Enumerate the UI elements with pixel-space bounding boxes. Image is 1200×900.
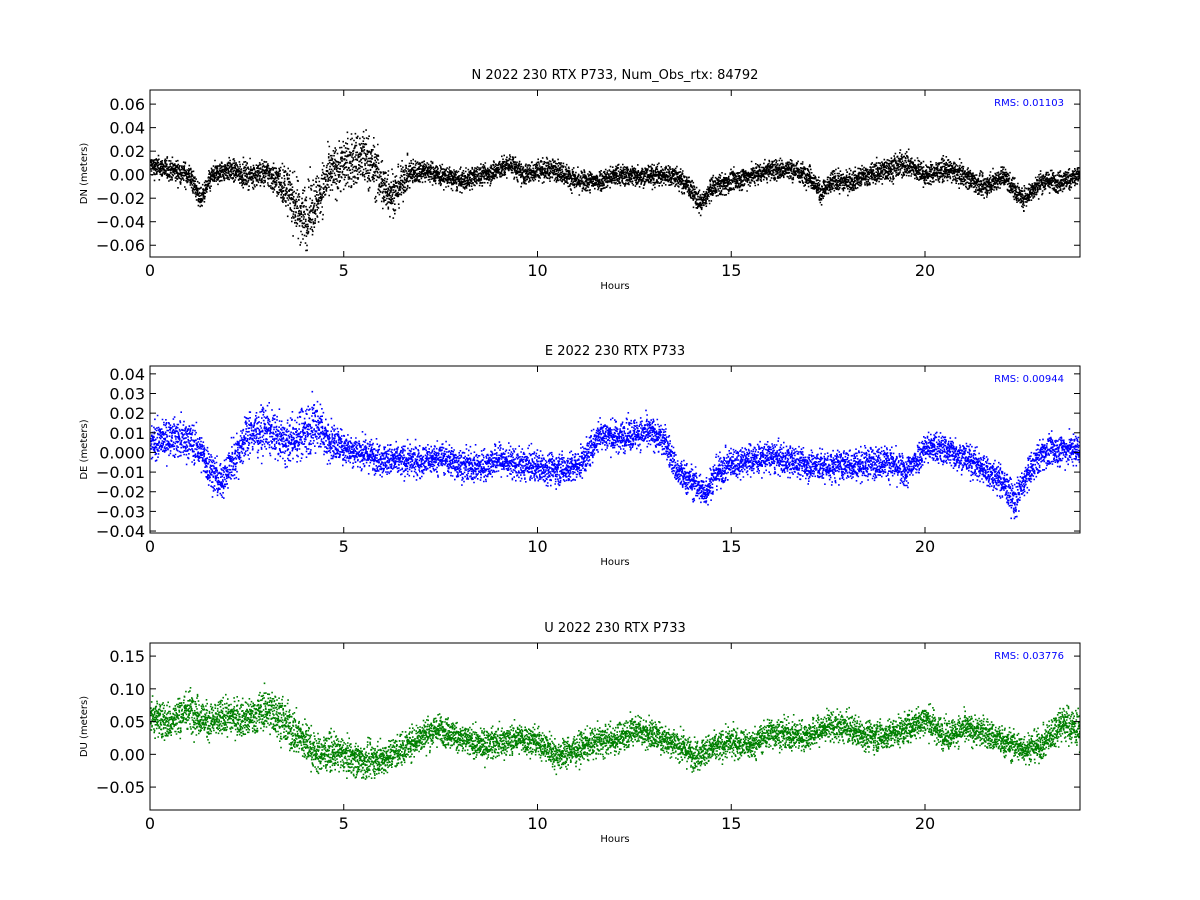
y-tick-label: 0.15: [109, 647, 145, 666]
x-tick-label: 10: [527, 814, 547, 833]
y-tick-label: 0.04: [109, 119, 145, 138]
data-point: [150, 682, 1080, 780]
chart-title: N 2022 230 RTX P733, Num_Obs_rtx: 84792: [472, 68, 759, 83]
y-tick-label: 0.05: [109, 713, 145, 732]
y-tick-label: −0.04: [96, 522, 145, 541]
axes-frame: [149, 642, 1081, 811]
y-axis-label: DE (meters): [79, 419, 90, 479]
x-tick-label: 20: [915, 261, 935, 280]
y-tick-label: 0.00: [109, 166, 145, 185]
rms-annotation: RMS: 0.01103: [994, 98, 1064, 109]
y-axis-label: DN (meters): [79, 143, 90, 205]
x-axis-label: Hours: [600, 557, 629, 568]
y-tick-label: 0.01: [109, 424, 145, 443]
x-axis-label: Hours: [600, 834, 629, 845]
y-tick-label: 0.00: [109, 745, 145, 764]
x-tick-label: 0: [145, 261, 155, 280]
chart-title: E 2022 230 RTX P733: [545, 344, 685, 359]
y-axis-label: DU (meters): [79, 696, 90, 757]
rms-annotation: RMS: 0.03776: [994, 651, 1064, 662]
x-tick-label: 10: [527, 537, 547, 556]
y-tick-label: 0.04: [109, 365, 145, 384]
x-tick-label: 20: [915, 537, 935, 556]
y-tick-label: 0.06: [109, 95, 145, 114]
x-tick-label: 0: [145, 537, 155, 556]
data-point: [150, 390, 1080, 520]
x-axis-label: Hours: [600, 281, 629, 292]
x-tick-label: 15: [721, 814, 741, 833]
y-tick-label: 0.02: [109, 142, 145, 161]
y-tick-label: 0.02: [109, 404, 145, 423]
y-tick-label: −0.02: [96, 483, 145, 502]
y-tick-label: −0.06: [96, 236, 145, 255]
panel-0: 0 5 10 15 20 −0.06 −0.04 −0.02 0.00 0.02 0.04 0.06 N…: [79, 68, 1081, 292]
x-tick-label: 10: [527, 261, 547, 280]
x-tick-label: 5: [339, 814, 349, 833]
x-tick-label: 20: [915, 814, 935, 833]
x-tick-label: 0: [145, 814, 155, 833]
chart-title: U 2022 230 RTX P733: [544, 621, 686, 636]
y-tick-label: −0.02: [96, 189, 145, 208]
x-tick-label: 5: [339, 537, 349, 556]
y-tick-label: 0.03: [109, 385, 145, 404]
panel-1: 0 5 10 15 20−0.04−0.03−0.02−0.010.0000.010.0…: [79, 344, 1081, 568]
y-tick-label: −0.03: [96, 502, 145, 521]
x-tick-label: 5: [339, 261, 349, 280]
y-tick-label: 0.000: [99, 443, 145, 462]
panel-2: 0 5 10 15 20 −0.05 0.00 0.05 0.10 0.15 U 2022 230 …: [79, 621, 1081, 845]
axes-frame: [149, 365, 1081, 534]
series-points: [150, 390, 1080, 520]
data-point: [150, 129, 1080, 252]
series-points: [150, 129, 1080, 252]
x-tick-label: 15: [721, 261, 741, 280]
series-points: [150, 682, 1080, 780]
rms-annotation: RMS: 0.00944: [994, 374, 1064, 385]
y-tick-label: −0.05: [96, 778, 145, 797]
x-tick-label: 15: [721, 537, 741, 556]
y-tick-label: 0.10: [109, 680, 145, 699]
y-tick-label: −0.04: [96, 213, 145, 232]
y-tick-label: −0.01: [96, 463, 145, 482]
axes-frame: [149, 89, 1081, 258]
